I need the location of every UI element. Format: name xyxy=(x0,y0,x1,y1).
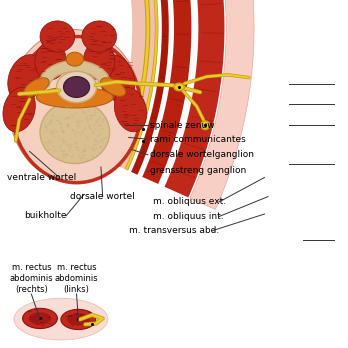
Ellipse shape xyxy=(98,55,135,102)
Ellipse shape xyxy=(29,313,52,324)
Text: dorsale wortel: dorsale wortel xyxy=(70,192,134,201)
Ellipse shape xyxy=(56,71,97,103)
Text: rami communicantes: rami communicantes xyxy=(150,135,245,144)
Ellipse shape xyxy=(67,313,90,326)
Ellipse shape xyxy=(101,78,126,96)
Polygon shape xyxy=(0,0,224,197)
Ellipse shape xyxy=(61,309,96,330)
Text: m. rectus
abdominis
(rechts): m. rectus abdominis (rechts) xyxy=(9,263,53,294)
Ellipse shape xyxy=(23,308,57,329)
Text: grensstreng ganglion: grensstreng ganglion xyxy=(150,166,246,175)
Ellipse shape xyxy=(8,55,45,102)
Ellipse shape xyxy=(66,52,84,66)
Polygon shape xyxy=(0,0,191,184)
Ellipse shape xyxy=(3,87,35,132)
Text: m. obliquus ext.: m. obliquus ext. xyxy=(153,197,226,206)
Polygon shape xyxy=(0,0,158,171)
Ellipse shape xyxy=(63,77,90,97)
Ellipse shape xyxy=(14,298,108,340)
Text: spinale zenuw: spinale zenuw xyxy=(150,121,214,130)
Ellipse shape xyxy=(82,21,117,52)
Polygon shape xyxy=(0,0,254,209)
Text: m. transversus abd.: m. transversus abd. xyxy=(129,226,219,235)
Polygon shape xyxy=(0,0,169,175)
Text: m. rectus
abdominis
(links): m. rectus abdominis (links) xyxy=(55,263,98,294)
Ellipse shape xyxy=(174,83,184,91)
Text: ventrale wortel: ventrale wortel xyxy=(7,173,76,182)
Ellipse shape xyxy=(201,121,209,130)
Ellipse shape xyxy=(9,30,141,183)
Text: dorsale wortelganglion: dorsale wortelganglion xyxy=(150,150,254,159)
Ellipse shape xyxy=(37,87,113,108)
Text: buikholte: buikholte xyxy=(24,211,67,220)
Ellipse shape xyxy=(24,78,49,96)
Ellipse shape xyxy=(40,101,110,164)
Ellipse shape xyxy=(84,42,115,80)
Ellipse shape xyxy=(114,87,147,132)
Ellipse shape xyxy=(35,42,66,80)
Text: m. obliquus int.: m. obliquus int. xyxy=(153,212,224,221)
Ellipse shape xyxy=(40,21,75,52)
